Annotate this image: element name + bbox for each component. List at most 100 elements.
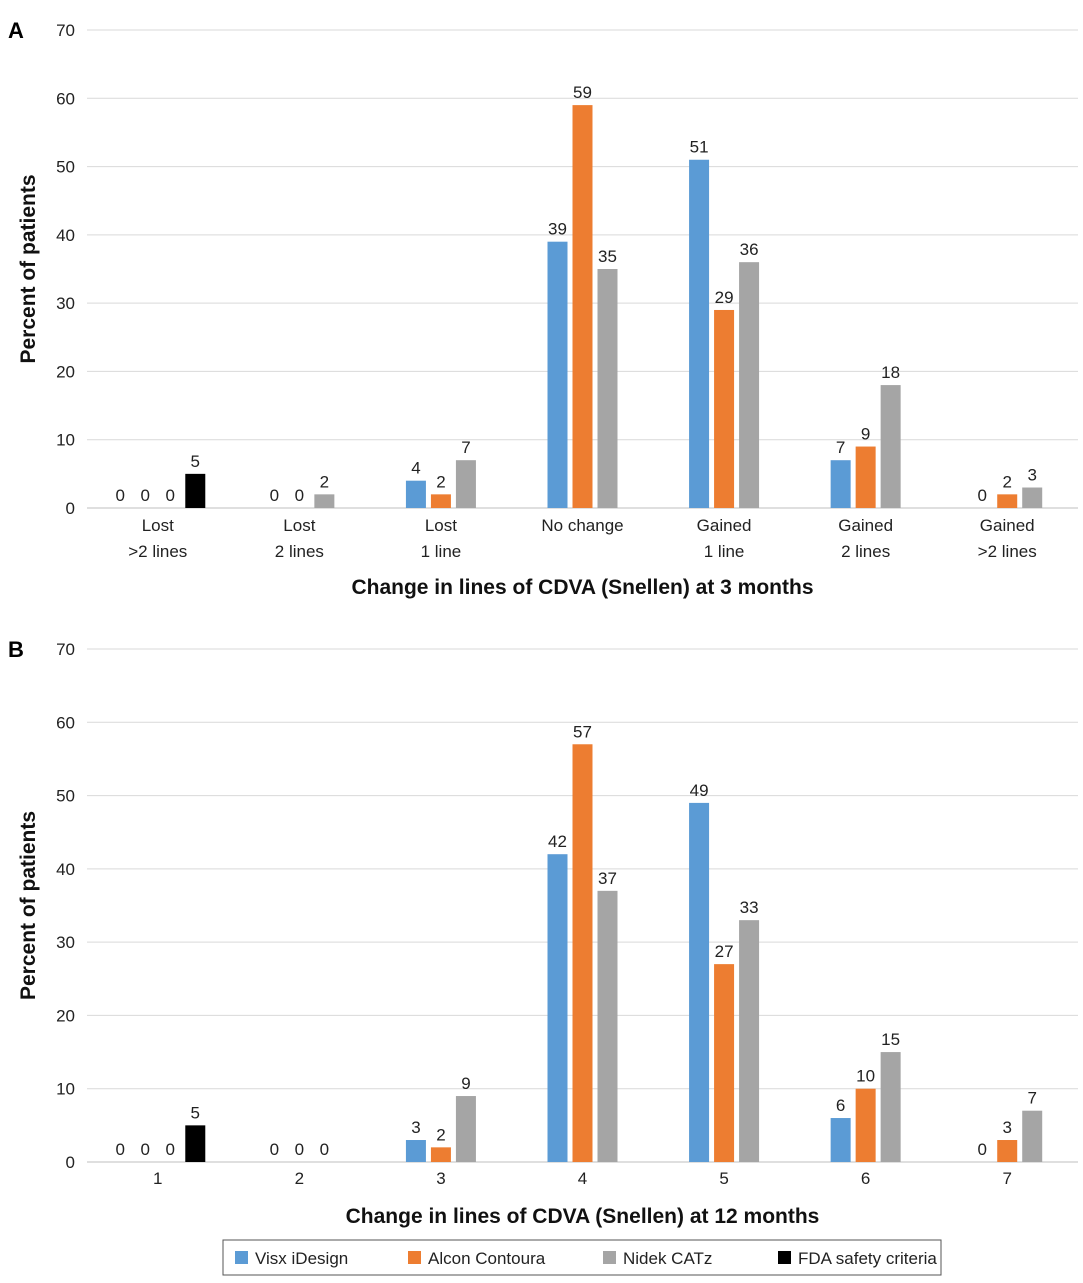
data-label: 9 — [461, 1074, 470, 1093]
data-label: 2 — [1002, 472, 1011, 491]
y-tick-label: 60 — [56, 713, 75, 732]
data-label: 51 — [690, 138, 709, 157]
x-axis-title: Change in lines of CDVA (Snellen) at 12 … — [346, 1205, 820, 1228]
y-tick-label: 50 — [56, 787, 75, 806]
data-label: 3 — [411, 1118, 420, 1137]
x-tick-label: >2 lines — [978, 542, 1037, 561]
data-label: 5 — [191, 1103, 200, 1122]
y-tick-label: 40 — [56, 860, 75, 879]
bar — [455, 1096, 476, 1162]
x-tick-label: Lost — [142, 516, 174, 535]
data-label: 0 — [977, 486, 986, 505]
data-label: 42 — [548, 832, 567, 851]
y-tick-label: 10 — [56, 431, 75, 450]
data-label: 2 — [320, 472, 329, 491]
bar — [1022, 487, 1043, 508]
y-axis-title: Percent of patients — [17, 811, 40, 1000]
data-label: 27 — [715, 942, 734, 961]
legend-label: Alcon Contoura — [428, 1249, 546, 1268]
bar — [830, 1118, 851, 1162]
data-label: 0 — [270, 486, 279, 505]
x-tick-label: Gained — [697, 516, 752, 535]
bar — [880, 1052, 901, 1162]
data-label: 0 — [295, 1140, 304, 1159]
bar — [689, 802, 710, 1162]
bar — [880, 385, 901, 508]
x-tick-label: Gained — [980, 516, 1035, 535]
y-tick-label: 50 — [56, 158, 75, 177]
data-label: 7 — [461, 438, 470, 457]
y-tick-label: 20 — [56, 362, 75, 381]
bar — [830, 460, 851, 508]
data-label: 39 — [548, 220, 567, 239]
bar — [597, 890, 618, 1162]
bar — [185, 473, 206, 508]
panel-label: A — [8, 18, 24, 43]
bar — [185, 1125, 206, 1162]
bar — [430, 494, 451, 508]
x-tick-label: 2 lines — [841, 542, 890, 561]
data-label: 2 — [436, 1125, 445, 1144]
data-label: 6 — [836, 1096, 845, 1115]
bar — [455, 460, 476, 508]
data-label: 35 — [598, 247, 617, 266]
data-label: 10 — [856, 1067, 875, 1086]
y-tick-label: 0 — [66, 1153, 75, 1172]
data-label: 57 — [573, 722, 592, 741]
legend-swatch — [235, 1251, 248, 1264]
x-tick-label: 1 — [153, 1169, 162, 1188]
x-tick-label: Lost — [283, 516, 315, 535]
bar — [405, 1140, 426, 1162]
legend-swatch — [408, 1251, 421, 1264]
bar — [997, 1140, 1018, 1162]
data-label: 36 — [740, 240, 759, 259]
bar — [547, 241, 568, 508]
data-label: 15 — [881, 1030, 900, 1049]
bar — [739, 262, 760, 508]
data-label: 7 — [836, 438, 845, 457]
y-tick-label: 30 — [56, 294, 75, 313]
y-tick-label: 40 — [56, 226, 75, 245]
data-label: 0 — [977, 1140, 986, 1159]
bar — [714, 309, 735, 508]
x-axis-title: Change in lines of CDVA (Snellen) at 3 m… — [351, 576, 813, 599]
y-tick-label: 60 — [56, 89, 75, 108]
legend-label: Nidek CATz — [623, 1249, 712, 1268]
data-label: 18 — [881, 363, 900, 382]
data-label: 3 — [1002, 1118, 1011, 1137]
bar — [430, 1147, 451, 1162]
x-tick-label: 1 line — [704, 542, 745, 561]
legend-swatch — [603, 1251, 616, 1264]
data-label: 37 — [598, 869, 617, 888]
x-tick-label: 4 — [578, 1169, 587, 1188]
data-label: 59 — [573, 83, 592, 102]
x-tick-label: >2 lines — [128, 542, 187, 561]
y-tick-label: 70 — [56, 640, 75, 659]
data-label: 9 — [861, 425, 870, 444]
legend-swatch — [778, 1251, 791, 1264]
x-tick-label: No change — [541, 516, 623, 535]
data-label: 7 — [1027, 1089, 1036, 1108]
bar — [997, 494, 1018, 508]
x-tick-label: 6 — [861, 1169, 870, 1188]
data-label: 33 — [740, 898, 759, 917]
x-tick-label: Gained — [838, 516, 893, 535]
legend-box — [222, 1239, 942, 1276]
data-label: 0 — [320, 1140, 329, 1159]
x-tick-label: 5 — [719, 1169, 728, 1188]
bar — [689, 159, 710, 508]
data-label: 4 — [411, 459, 420, 478]
x-tick-label: 2 lines — [275, 542, 324, 561]
data-label: 0 — [116, 486, 125, 505]
y-tick-label: 20 — [56, 1006, 75, 1025]
y-axis-title: Percent of patients — [17, 174, 40, 363]
data-label: 0 — [141, 1140, 150, 1159]
bar — [855, 446, 876, 508]
bar — [739, 920, 760, 1162]
bar — [547, 854, 568, 1162]
data-label: 29 — [715, 288, 734, 307]
data-label: 0 — [141, 486, 150, 505]
